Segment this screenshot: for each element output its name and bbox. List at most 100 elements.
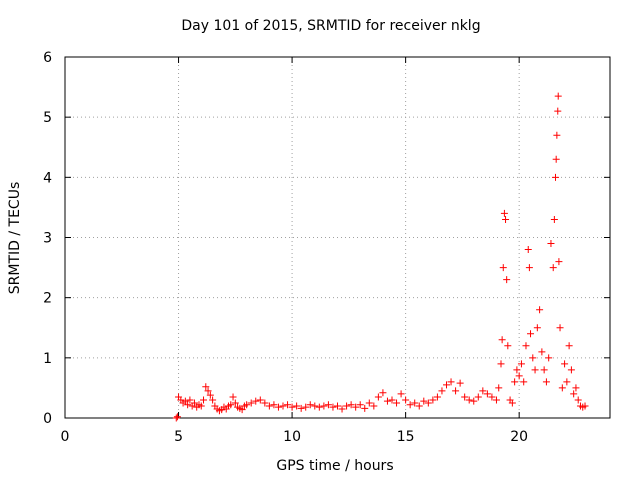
data-point: [393, 399, 401, 407]
data-point: [206, 391, 214, 399]
data-point: [343, 402, 351, 410]
data-point: [554, 107, 562, 115]
data-point: [525, 264, 533, 272]
data-point: [565, 342, 573, 350]
data-point: [383, 397, 391, 405]
data-point: [483, 390, 491, 398]
x-tick-label: 5: [174, 429, 183, 445]
data-point: [279, 402, 287, 410]
data-point: [284, 401, 292, 409]
axis-ticks: 0 5 10 15 20 0 1 2 3 4 5 6: [43, 50, 610, 445]
data-point: [552, 155, 560, 163]
data-point: [379, 389, 387, 397]
data-point: [270, 401, 278, 409]
data-point: [172, 414, 180, 422]
y-tick-label: 0: [43, 411, 52, 427]
data-point: [190, 399, 198, 407]
y-tick-label: 2: [43, 291, 52, 307]
data-point: [338, 405, 346, 413]
data-point: [186, 396, 194, 404]
data-point: [406, 401, 414, 409]
data-point: [365, 399, 373, 407]
data-point: [563, 378, 571, 386]
data-point: [302, 403, 310, 411]
data-point: [570, 390, 578, 398]
data-point: [524, 246, 532, 254]
data-point: [402, 396, 410, 404]
data-point: [252, 397, 260, 405]
x-axis-label: GPS time / hours: [276, 458, 393, 474]
data-point: [415, 402, 423, 410]
data-point: [520, 378, 528, 386]
x-tick-label: 15: [397, 429, 415, 445]
data-point: [311, 402, 319, 410]
data-point: [229, 393, 237, 401]
data-point: [352, 403, 360, 411]
x-tick-label: 0: [61, 429, 70, 445]
data-point: [479, 387, 487, 395]
data-point: [329, 403, 337, 411]
data-point: [542, 378, 550, 386]
data-point: [465, 396, 473, 404]
data-point: [547, 240, 555, 248]
data-point: [204, 387, 212, 395]
y-tick-label: 4: [43, 170, 52, 186]
data-point: [347, 401, 355, 409]
data-point: [200, 396, 208, 404]
data-point: [552, 173, 559, 181]
data-point: [173, 413, 181, 421]
data-point: [293, 402, 301, 410]
y-tick-label: 1: [43, 351, 52, 367]
data-point: [197, 402, 205, 410]
data-point: [567, 366, 575, 374]
x-tick-label: 20: [510, 429, 528, 445]
data-point: [420, 397, 428, 405]
data-point: [324, 401, 332, 409]
data-point: [549, 264, 557, 272]
data-point: [256, 396, 264, 404]
data-point: [517, 360, 525, 368]
data-point: [456, 379, 464, 387]
data-point: [492, 396, 500, 404]
data-point: [261, 399, 269, 407]
data-point: [243, 401, 251, 409]
data-point: [438, 387, 446, 395]
data-point: [433, 393, 441, 401]
data-point: [500, 209, 508, 217]
data-point: [531, 366, 539, 374]
data-point: [315, 403, 323, 411]
data-point: [572, 384, 580, 392]
data-point: [555, 258, 563, 266]
x-tick-label: 10: [283, 429, 301, 445]
data-point: [545, 354, 553, 362]
data-point: [554, 92, 562, 100]
y-tick-label: 6: [43, 50, 52, 66]
data-point: [297, 404, 305, 412]
data-point: [306, 401, 314, 409]
data-point: [227, 401, 235, 409]
data-point: [181, 397, 189, 405]
data-point: [536, 306, 544, 314]
data-point: [515, 372, 523, 380]
data-point: [558, 384, 566, 392]
data-point: [374, 393, 382, 401]
data-point: [533, 324, 541, 332]
y-tick-label: 5: [43, 110, 52, 126]
data-point: [424, 399, 432, 407]
data-point: [504, 342, 512, 350]
grid-lines: [65, 57, 610, 418]
data-point: [397, 390, 405, 398]
data-point: [274, 403, 282, 411]
data-point: [499, 264, 507, 272]
data-point: [288, 403, 296, 411]
data-point: [247, 399, 255, 407]
data-point: [334, 402, 341, 410]
data-point: [529, 354, 537, 362]
data-point: [495, 384, 503, 392]
y-axis-label: SRMTID / TECUs: [7, 182, 23, 295]
data-point: [522, 342, 530, 350]
data-point: [502, 215, 510, 223]
data-point: [503, 276, 511, 284]
data-point: [540, 366, 548, 374]
data-point: [356, 401, 364, 409]
